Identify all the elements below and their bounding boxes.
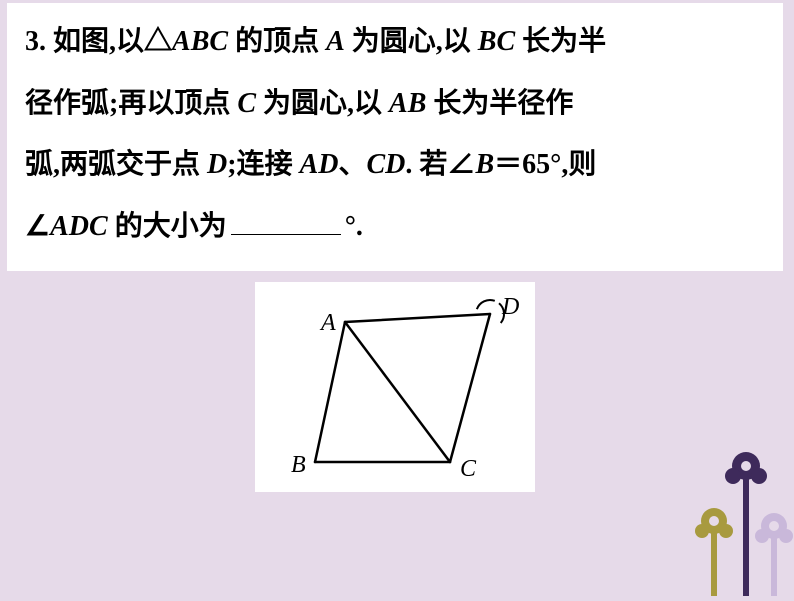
t-s1: 如图,以 <box>53 26 144 57</box>
geometry-figure: A B C D <box>255 282 535 492</box>
svg-text:A: A <box>319 310 336 336</box>
svg-text:C: C <box>460 456 477 482</box>
t-D: D <box>207 149 227 180</box>
t-ADC: ADC <box>50 211 108 242</box>
t-AB: AB <box>389 88 426 119</box>
decoration-svg <box>614 436 794 596</box>
t-s11: ,则 <box>561 149 596 180</box>
t-eq: ＝ <box>494 149 522 180</box>
t-period: . <box>356 211 363 242</box>
t-AD: AD <box>300 149 339 180</box>
t-C: C <box>237 88 256 119</box>
t-s4: 长为半 <box>515 26 606 57</box>
t-s8: 弧,两弧交于点 <box>25 149 207 180</box>
answer-blank <box>231 207 341 235</box>
problem-text: 3. 如图,以△ABC 的顶点 A 为圆心,以 BC 长为半 径作弧;再以顶点 … <box>25 11 765 257</box>
t-angle2: ∠ <box>25 211 50 242</box>
svg-text:B: B <box>291 452 306 478</box>
t-s7: 长为半径作 <box>426 88 573 119</box>
problem-number: 3. <box>25 26 46 57</box>
t-A: A <box>326 26 345 57</box>
t-s12: 的大小为 <box>108 211 227 242</box>
t-s3: 为圆心,以 <box>345 26 478 57</box>
t-sep: 、 <box>338 149 366 180</box>
figure-svg: A B C D <box>255 282 535 492</box>
t-ABC: ABC <box>172 26 228 57</box>
decoration-container <box>614 436 794 596</box>
t-CD: CD <box>367 149 406 180</box>
t-s10: . 若 <box>405 149 447 180</box>
t-BC: BC <box>478 26 515 57</box>
t-val: 65° <box>522 149 561 180</box>
t-s5: 径作弧;再以顶点 <box>25 88 237 119</box>
t-s2: 的顶点 <box>228 26 326 57</box>
t-B: B <box>475 149 494 180</box>
t-tri: △ <box>144 26 172 57</box>
t-s6: 为圆心,以 <box>256 88 389 119</box>
t-s9: ;连接 <box>227 149 299 180</box>
flower-2 <box>695 508 733 596</box>
flower-3 <box>755 513 793 596</box>
problem-container: 3. 如图,以△ABC 的顶点 A 为圆心,以 BC 长为半 径作弧;再以顶点 … <box>7 3 783 271</box>
flower-1 <box>725 452 767 596</box>
t-angle: ∠ <box>447 149 475 180</box>
t-deg: ° <box>345 211 356 242</box>
svg-text:D: D <box>501 294 519 320</box>
